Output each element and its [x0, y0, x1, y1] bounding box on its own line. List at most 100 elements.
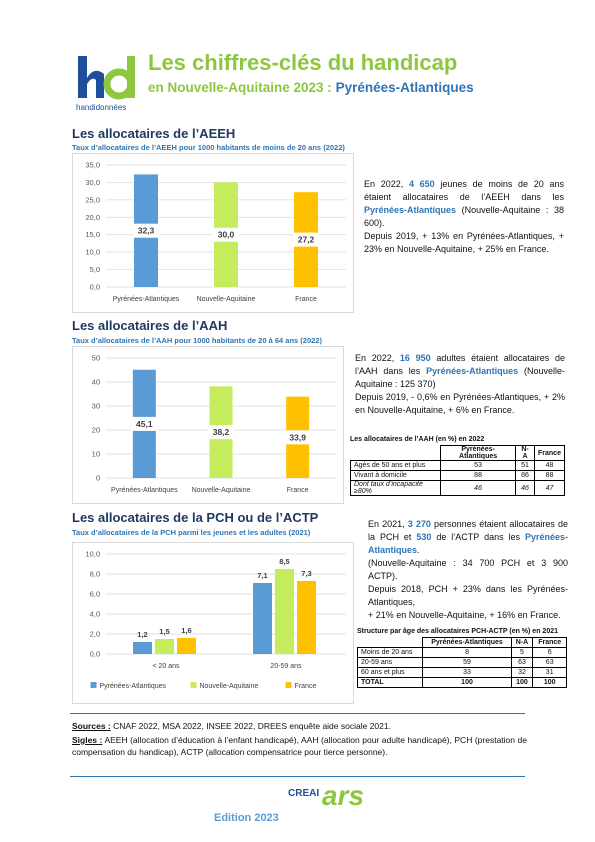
highlight: 4 650: [408, 179, 435, 189]
header-cell: N-A: [515, 445, 535, 461]
y-tick-label: 8,0: [90, 570, 100, 579]
cell: 31: [532, 667, 567, 678]
y-tick-label: 50: [92, 354, 100, 363]
chart-title: Taux d’allocataires de l’AEEH pour 1000 …: [72, 143, 345, 152]
chart: 0 10 20 30 40 50 Pyrénées-Atlantiques Nouvelle-…: [72, 346, 344, 504]
y-tick-label: 10,0: [85, 248, 100, 257]
table-header: Pyrénées-Atlantiques N-A France: [357, 637, 567, 648]
separator: [70, 713, 525, 714]
cell: 33: [422, 667, 512, 678]
logo-ars: ars: [322, 780, 365, 811]
row-label: Agés de 50 ans et plus: [349, 460, 442, 471]
y-tick-label: 35,0: [85, 161, 100, 170]
logo-creai: CREAI: [288, 788, 320, 799]
y-tick-label: 25,0: [85, 195, 100, 204]
legend-label: Pyrénées-Atlantiques: [100, 683, 167, 690]
row-label: 60 ans et plus: [356, 667, 424, 678]
paragraph: En 2022, 16 950 adultes étaient allocata…: [355, 352, 565, 391]
place: Pyrénées-Atlantiques: [335, 80, 474, 95]
x-tick-label: Pyrénées-Atlantiques: [113, 296, 180, 303]
label-box: [131, 416, 158, 431]
y-tick-label: 30,0: [85, 178, 100, 187]
y-tick-label: 20: [92, 426, 100, 435]
y-tick-label: 2,0: [90, 630, 100, 639]
x-tick-label: France: [287, 487, 309, 494]
bar: [297, 581, 316, 654]
paragraph: En 2022, 4 650 jeunes de moins de 20 ans…: [364, 178, 564, 230]
cell: 8: [422, 647, 512, 658]
separator: [70, 776, 525, 777]
x-tick-label: Pyrénées-Atlantiques: [111, 487, 178, 494]
cell: 46: [515, 480, 535, 496]
section-text: En 2022, 4 650 jeunes de moins de 20 ans…: [364, 178, 564, 256]
bar: [177, 638, 196, 654]
text-run: .: [417, 545, 420, 555]
table-title: Structure par âge des allocataires PCH-A…: [357, 628, 558, 635]
sigles-text: AEEH (allocation d’éducation à l’enfant …: [72, 735, 527, 757]
header-cell: N-A: [510, 637, 534, 648]
highlight: Pyrénées-Atlantiques: [426, 366, 519, 376]
sources-label: Sources :: [72, 721, 111, 731]
text-run: Depuis 2019, - 0,6% en Pyrénées-Atlantiq…: [355, 392, 565, 415]
chart: 0,0 5,0 10,0 15,0 20,0 25,0 30,0 35,0 Pyrénées-A…: [72, 153, 354, 313]
paragraph: + 21% en Nouvelle-Aquitaine, + 16% en Fr…: [368, 609, 568, 622]
text-run: En 2021,: [368, 519, 408, 529]
sigles-label: Sigles :: [72, 735, 103, 745]
x-tick-label: < 20 ans: [152, 663, 180, 670]
table-title: Les allocataires de l’AAH (en %) en 2022: [350, 436, 485, 443]
label-box: [293, 232, 319, 247]
value-label: 8,5: [279, 557, 289, 566]
cell: 59: [422, 657, 512, 668]
section-text: En 2021, 3 270 personnes étaient allocat…: [368, 518, 568, 622]
label-box: [284, 430, 311, 445]
title: Les chiffres-clés du handicap: [148, 50, 458, 75]
value-label: 1,5: [159, 627, 169, 636]
section-heading: Les allocataires de l’AAH: [72, 318, 228, 333]
value-label: 1,6: [181, 626, 191, 635]
value-label: 33,9: [289, 432, 306, 442]
y-tick-label: 4,0: [90, 610, 100, 619]
cell: 88: [440, 470, 517, 481]
table-row: 60 ans et plus 33 32 31: [356, 667, 567, 678]
cell: 86: [515, 470, 535, 481]
table-row: Agés de 50 ans et plus 53 51 48: [349, 460, 565, 471]
highlight: 530: [416, 532, 432, 542]
value-label: 32,3: [138, 226, 155, 236]
y-tick-label: 15,0: [85, 230, 100, 239]
cell: 88: [534, 470, 565, 481]
value-label: 7,3: [301, 569, 311, 578]
table-row: Moins de 20 ans 8 5 6: [356, 647, 567, 658]
chart: 0,0 2,0 4,0 6,0 8,0 10,0 < 20 ans 20-59 ans 1,2 7…: [72, 542, 354, 704]
legend-label: France: [295, 683, 317, 690]
table-header: Pyrénées-Atlantiques N-A France: [350, 445, 565, 461]
text-run: Depuis 2018, PCH + 23% dans les Pyrénées…: [368, 584, 568, 607]
text-run: En 2022,: [364, 179, 409, 189]
highlight: Pyrénées-Atlantiques: [364, 205, 457, 215]
y-tick-label: 6,0: [90, 590, 100, 599]
header-cell: Pyrénées-Atlantiques: [422, 637, 512, 648]
legend-label: Nouvelle-Aquitaine: [200, 683, 259, 690]
cell: 48: [534, 460, 565, 471]
table-row: Dont taux d’incapacité ≥80% 46 46 47: [349, 480, 565, 496]
value-label: 30,0: [218, 230, 235, 240]
paragraph: Depuis 2019, + 13% en Pyrénées-Atlantiqu…: [364, 230, 564, 256]
row-label: Vivant à domicile: [349, 470, 442, 481]
subtitle-text: en Nouvelle-Aquitaine 2023 :: [148, 80, 336, 95]
paragraph: En 2021, 3 270 personnes étaient allocat…: [368, 518, 568, 557]
paragraph: Depuis 2018, PCH + 23% dans les Pyrénées…: [368, 583, 568, 609]
y-tick-label: 30: [92, 402, 100, 411]
row-label: Dont taux d’incapacité ≥80%: [349, 480, 442, 496]
text-run: (Nouvelle-Aquitaine : 125 370): [355, 366, 565, 389]
table: Pyrénées-Atlantiques N-A France Moins de 20…: [356, 637, 567, 688]
value-label: 27,2: [298, 235, 315, 245]
x-tick-label: France: [295, 296, 317, 303]
bar: [275, 569, 294, 654]
paragraph: Depuis 2019, - 0,6% en Pyrénées-Atlantiq…: [355, 391, 565, 417]
header-cell: [350, 445, 441, 461]
bar: [155, 639, 174, 654]
x-tick-label: Nouvelle-Aquitaine: [192, 487, 251, 494]
value-label: 1,2: [137, 630, 147, 639]
sigles: Sigles : AEEH (allocation d’éducation à …: [72, 734, 527, 758]
cell: 46: [440, 480, 517, 496]
label-box: [213, 227, 239, 242]
